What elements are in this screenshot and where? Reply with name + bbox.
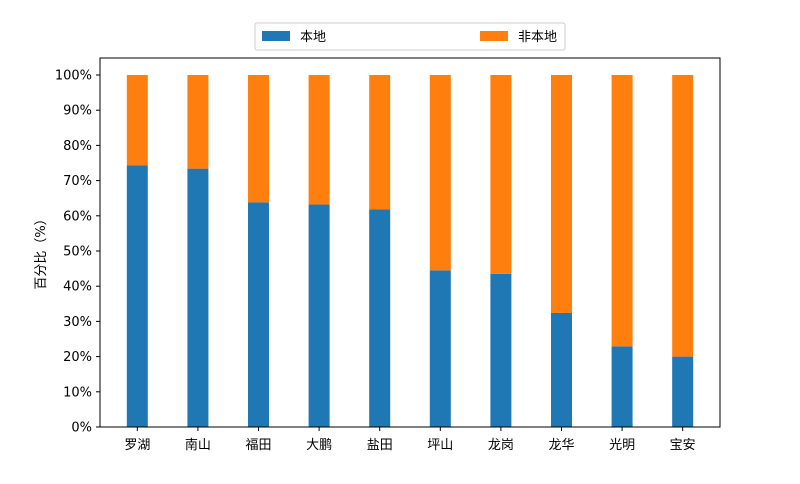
bar-local (187, 168, 209, 427)
x-tick-label: 大鹏 (306, 438, 332, 453)
y-tick-label: 30% (63, 315, 92, 330)
bar-local (369, 209, 391, 427)
bar-nonlocal (611, 75, 633, 347)
x-tick-label: 坪山 (427, 438, 453, 453)
x-ticks-group: 罗湖 南山 福田 大鹏 盐田 坪山 龙岗 龙华 光明 宝安 (124, 427, 696, 453)
bar-local (550, 312, 572, 427)
legend-swatch-nonlocal (480, 31, 508, 41)
bar-nonlocal (308, 75, 330, 205)
y-ticks-group: 0% 10% 20% 30% 40% 50% 60% 70% 80% 90% 100% (55, 69, 100, 436)
legend-swatch-local (262, 31, 290, 41)
bar-nonlocal (126, 75, 148, 166)
y-tick-label: 70% (63, 174, 92, 189)
bar-nonlocal (490, 75, 512, 274)
bar-local (672, 356, 694, 427)
bar-nonlocal (550, 75, 572, 313)
bar-nonlocal (369, 75, 391, 210)
legend-label-local: 本地 (300, 30, 326, 45)
legend: 本地 非本地 (254, 22, 566, 51)
bar-nonlocal (248, 75, 270, 203)
y-tick-label: 50% (63, 245, 92, 260)
y-tick-label: 90% (63, 104, 92, 119)
y-tick-label: 60% (63, 209, 92, 224)
x-tick-label: 南山 (185, 437, 211, 453)
bar-nonlocal (672, 75, 694, 357)
x-tick-label: 福田 (246, 438, 272, 453)
y-tick-label: 40% (63, 280, 92, 295)
bar-local (611, 346, 633, 427)
y-axis-label: 百分比（%） (34, 212, 49, 289)
x-tick-label: 宝安 (670, 438, 696, 453)
x-tick-label: 光明 (609, 438, 635, 453)
bar-local (248, 202, 270, 427)
bar-nonlocal (187, 75, 209, 169)
x-tick-label: 盐田 (367, 438, 393, 453)
bars-group (126, 75, 694, 427)
y-tick-label: 20% (63, 350, 92, 365)
x-tick-label: 龙岗 (488, 438, 514, 453)
bar-local (126, 165, 148, 427)
bar-local (308, 204, 330, 427)
bar-local (429, 270, 451, 427)
plot-frame (99, 57, 721, 428)
y-tick-label: 10% (63, 385, 92, 400)
y-tick-label: 0% (71, 421, 92, 436)
legend-label-nonlocal: 非本地 (518, 30, 557, 45)
x-tick-label: 罗湖 (124, 438, 150, 453)
bar-nonlocal (429, 75, 451, 271)
x-tick-label: 龙华 (548, 438, 574, 453)
y-tick-label: 80% (63, 139, 92, 154)
y-tick-label: 100% (55, 69, 92, 84)
bar-local (490, 273, 512, 427)
legend-frame (254, 22, 566, 51)
